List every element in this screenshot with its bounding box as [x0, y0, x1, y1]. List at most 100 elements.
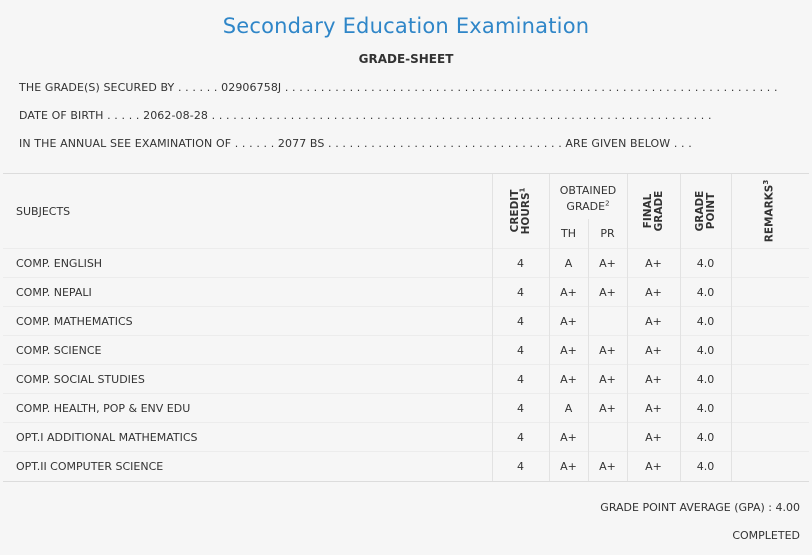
page-title: Secondary Education Examination: [222, 14, 590, 38]
grade-point-cell: 4.0: [679, 277, 731, 307]
grade-table: SUBJECTS CREDIT HOURS1 OBTAINED GRADE2 FI…: [3, 174, 809, 481]
final-grade-line2: GRADE: [652, 190, 665, 232]
table-row: COMP. NEPALI 4 A+ A+ A+ 4.0: [3, 277, 809, 307]
table-row: OPT.II COMPUTER SCIENCE 4 A+ A+ A+ 4.0: [3, 451, 809, 481]
th-grade-cell: A: [548, 393, 588, 423]
final-grade-cell: A+: [626, 335, 680, 365]
table-row: COMP. SCIENCE 4 A+ A+ A+ 4.0: [3, 335, 809, 365]
subject-cell: COMP. SOCIAL STUDIES: [3, 364, 492, 394]
remarks-cell: [730, 393, 809, 423]
th-header: TH: [548, 219, 588, 249]
table-row: COMP. MATHEMATICS 4 A+ A+ 4.0: [3, 306, 809, 336]
dob-line: DATE OF BIRTH . . . . . 2062-08-28 . . .…: [19, 109, 712, 122]
exam-label: IN THE ANNUAL SEE EXAMINATION OF . . . .…: [19, 137, 278, 150]
obtained-grade-line1: OBTAINED: [559, 183, 617, 197]
th-grade-cell: A+: [548, 306, 588, 336]
subject-cell: COMP. HEALTH, POP & ENV EDU: [3, 393, 492, 423]
pr-grade-cell: A+: [587, 277, 627, 307]
th-grade-cell: A+: [548, 364, 588, 394]
exam-line: IN THE ANNUAL SEE EXAMINATION OF . . . .…: [19, 137, 692, 150]
remarks-cell: [730, 422, 809, 452]
credit-hours-header-line1: CREDIT: [508, 189, 521, 233]
final-grade-line1: FINAL: [641, 193, 654, 229]
remarks-cell: [730, 248, 809, 278]
remarks-cell: [730, 277, 809, 307]
credit-hours-cell: 4: [491, 248, 549, 278]
remarks-cell: [730, 364, 809, 394]
pr-grade-cell: A+: [587, 248, 627, 278]
dob-value: 2062-08-28: [143, 109, 209, 122]
credit-hours-cell: 4: [491, 364, 549, 394]
table-row: COMP. HEALTH, POP & ENV EDU 4 A A+ A+ 4.0: [3, 393, 809, 423]
credit-hours-cell: 4: [491, 393, 549, 423]
result-status: COMPLETED: [732, 529, 800, 542]
subject-cell: OPT.II COMPUTER SCIENCE: [3, 451, 492, 481]
pr-grade-cell: A+: [587, 451, 627, 481]
th-grade-cell: A+: [548, 451, 588, 481]
grade-point-cell: 4.0: [679, 364, 731, 394]
credit-hours-cell: 4: [491, 451, 549, 481]
exam-year: 2077 BS: [277, 137, 325, 150]
remarks-label: REMARKS: [763, 184, 776, 243]
pr-grade-cell: A+: [587, 364, 627, 394]
grade-point-header: GRADE POINT: [679, 174, 731, 249]
credit-hours-cell: 4: [491, 277, 549, 307]
gpa-label: GRADE POINT AVERAGE (GPA) :: [600, 501, 776, 514]
grade-point-cell: 4.0: [679, 422, 731, 452]
secured-by-dots: . . . . . . . . . . . . . . . . . . . . …: [281, 81, 778, 94]
grade-point-cell: 4.0: [679, 306, 731, 336]
final-grade-cell: A+: [626, 422, 680, 452]
dob-dots: . . . . . . . . . . . . . . . . . . . . …: [208, 109, 712, 122]
credit-hours-header: CREDIT HOURS1: [491, 174, 549, 249]
credit-hours-cell: 4: [491, 306, 549, 336]
credit-hours-cell: 4: [491, 422, 549, 452]
secured-by-label: THE GRADE(S) SECURED BY . . . . . .: [19, 81, 222, 94]
subject-cell: COMP. ENGLISH: [3, 248, 492, 278]
credit-hours-header-line2: HOURS: [519, 192, 532, 235]
credit-hours-footnote: 1: [518, 187, 526, 193]
grade-table-wrapper: SUBJECTS CREDIT HOURS1 OBTAINED GRADE2 FI…: [3, 173, 809, 482]
final-grade-cell: A+: [626, 248, 680, 278]
table-row: OPT.I ADDITIONAL MATHEMATICS 4 A+ A+ 4.0: [3, 422, 809, 452]
grade-point-cell: 4.0: [679, 248, 731, 278]
pr-grade-cell: [587, 306, 627, 336]
credit-hours-cell: 4: [491, 335, 549, 365]
final-grade-cell: A+: [626, 451, 680, 481]
final-grade-header: FINAL GRADE: [626, 174, 680, 249]
final-grade-cell: A+: [626, 393, 680, 423]
table-row: COMP. ENGLISH 4 A A+ A+ 4.0: [3, 248, 809, 278]
th-grade-cell: A+: [548, 422, 588, 452]
obtained-grade-footnote: 2: [605, 198, 610, 207]
th-grade-cell: A+: [548, 277, 588, 307]
gpa-line: GRADE POINT AVERAGE (GPA) : 4.00: [600, 501, 800, 514]
secured-by-line: THE GRADE(S) SECURED BY . . . . . . 0290…: [19, 81, 778, 94]
subject-cell: COMP. NEPALI: [3, 277, 492, 307]
th-grade-cell: A: [548, 248, 588, 278]
remarks-cell: [730, 451, 809, 481]
th-grade-cell: A+: [548, 335, 588, 365]
subjects-header: SUBJECTS: [16, 204, 71, 218]
symbol-number: 02906758J: [221, 81, 282, 94]
exam-suffix: ARE GIVEN BELOW . . .: [565, 137, 692, 150]
grade-rows: COMP. ENGLISH 4 A A+ A+ 4.0 COMP. NEPALI 4 A+ A+ A…: [3, 248, 809, 481]
remarks-cell: [730, 335, 809, 365]
subject-cell: OPT.I ADDITIONAL MATHEMATICS: [3, 422, 492, 452]
gpa-value: 4.00: [775, 501, 801, 514]
grade-point-cell: 4.0: [679, 393, 731, 423]
final-grade-cell: A+: [626, 364, 680, 394]
remarks-footnote: 3: [762, 179, 771, 185]
obtained-grade-line2: GRADE: [566, 199, 606, 213]
grade-point-line2: POINT: [704, 192, 717, 230]
grade-point-cell: 4.0: [679, 451, 731, 481]
table-header-row: SUBJECTS CREDIT HOURS1 OBTAINED GRADE2 FI…: [3, 174, 809, 249]
subject-cell: COMP. SCIENCE: [3, 335, 492, 365]
pr-grade-cell: A+: [587, 393, 627, 423]
grade-point-cell: 4.0: [679, 335, 731, 365]
pr-grade-cell: [587, 422, 627, 452]
subject-cell: COMP. MATHEMATICS: [3, 306, 492, 336]
remarks-header: REMARKS3: [730, 174, 809, 249]
final-grade-cell: A+: [626, 306, 680, 336]
remarks-cell: [730, 306, 809, 336]
final-grade-cell: A+: [626, 277, 680, 307]
grade-sheet-heading: GRADE-SHEET: [358, 52, 454, 66]
